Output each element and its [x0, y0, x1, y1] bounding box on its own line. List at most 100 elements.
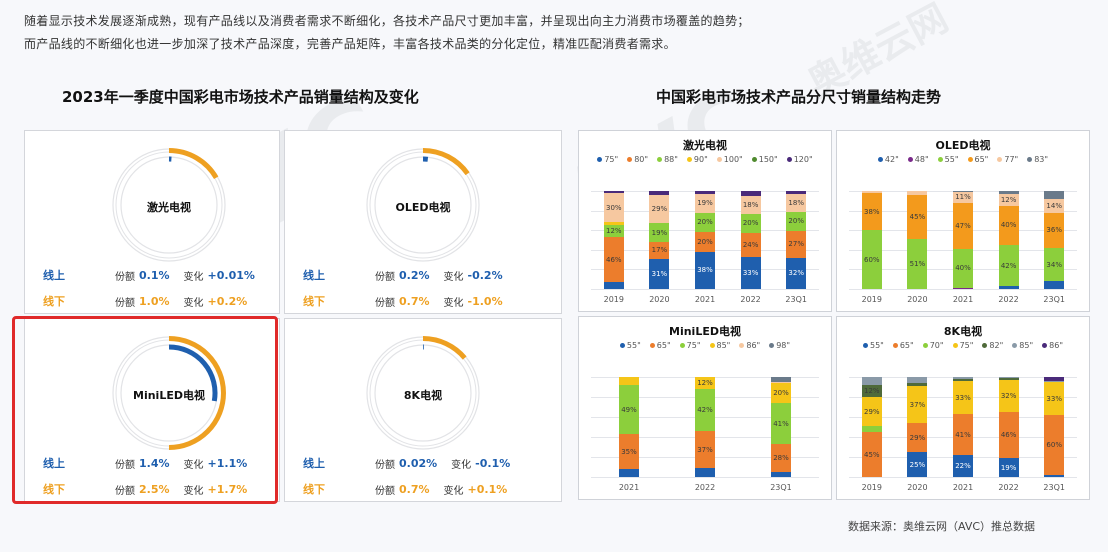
bar-segment: 33%	[953, 381, 973, 414]
legend-dot-icon	[952, 343, 958, 348]
legend-dot-icon	[1027, 157, 1033, 162]
donut-center-label: OLED电视	[395, 201, 451, 214]
bar-segment	[907, 191, 928, 195]
share-label: 份额	[375, 271, 395, 283]
offline-label: 线下	[303, 295, 325, 308]
legend-item: 55"	[619, 341, 641, 350]
bar-segment: 51%	[907, 239, 928, 289]
donut-chart	[112, 336, 226, 450]
legend-label: 65"	[974, 155, 989, 164]
legend-item: 77"	[997, 155, 1018, 164]
data-source: 数据来源：奥维云网（AVC）推总数据	[848, 520, 1036, 533]
offline-label: 线下	[43, 295, 65, 308]
bar-segment	[1044, 377, 1065, 381]
bar-segment	[953, 191, 973, 192]
x-axis-label: 2021	[952, 483, 974, 492]
change-label: 变化	[183, 459, 204, 471]
legend-label: 90"	[693, 155, 708, 164]
legend-dot-icon	[657, 157, 663, 162]
stacked-bar: 25% 29% 37%	[907, 377, 928, 477]
legend-item: 65"	[967, 155, 989, 164]
x-axis-label: 2022	[998, 483, 1019, 492]
stacked-bar: 31% 17% 19% 29%	[649, 191, 670, 289]
share-label: 份额	[375, 297, 395, 309]
legend-item: 55"	[862, 341, 884, 350]
bar-segment	[603, 222, 624, 226]
intro-text: 随着显示技术发展逐渐成熟，现有产品线以及消费者需求不断细化，各技术产品尺寸更加丰…	[24, 10, 750, 56]
offline-label: 线下	[303, 483, 325, 496]
gridline	[849, 289, 1077, 290]
bar-segment: 33%	[740, 256, 761, 289]
legend-dot-icon	[619, 343, 625, 348]
bar-segment	[998, 378, 1019, 380]
legend-dot-icon	[997, 157, 1003, 162]
offline-row: 线下 份额 0.7% 变化 -1.0%	[303, 293, 517, 309]
legend-label: 86"	[746, 341, 761, 350]
stacked-bar: 37% 42% 12%	[695, 377, 715, 477]
stacked-bar: 46% 12% 30%	[603, 190, 624, 289]
legend-dot-icon	[967, 157, 973, 162]
share-label: 份额	[375, 485, 395, 497]
change-label: 变化	[183, 271, 204, 283]
bar-segment	[786, 191, 807, 194]
online-share: 0.2%	[399, 268, 430, 282]
x-axis-label: 23Q1	[1043, 483, 1065, 492]
share-label: 份额	[375, 459, 395, 471]
legend-item: 75"	[597, 155, 618, 164]
bar-segment: 12%	[861, 385, 882, 397]
bar-segment	[649, 191, 670, 195]
legend-label: 55"	[944, 155, 959, 164]
legend-item: 88"	[657, 155, 678, 164]
stacked-bar: 60% 38%	[861, 191, 882, 289]
offline-share: 1.0%	[139, 294, 170, 308]
highlight-box	[12, 316, 278, 504]
online-share: 0.02%	[399, 456, 438, 470]
bar-segment	[907, 383, 928, 386]
bar-segment: 31%	[649, 258, 670, 289]
legend-item: 150"	[751, 155, 778, 164]
x-axis-label: 2022	[694, 483, 716, 492]
chart-title: MiniLED电视	[669, 325, 741, 338]
plot-area: 35% 49% 2021 37% 42% 12% 2022 28% 41% 20% 23Q1	[591, 377, 819, 492]
stacked-bar: 38% 20% 20% 19%	[695, 191, 715, 289]
legend-label: 85"	[1019, 341, 1034, 350]
legend-label: 65"	[899, 341, 914, 350]
x-axis-label: 2021	[694, 295, 716, 304]
bar-segment: 28%	[771, 444, 791, 472]
gridline	[591, 477, 819, 478]
online-row: 线上 份额 1.4% 变化 +1.1%	[43, 455, 261, 471]
legend-label: 150"	[758, 155, 778, 164]
legend-dot-icon	[769, 343, 775, 348]
bar-segment	[861, 426, 882, 432]
chart-legend: 55" 65" 70" 75" 82" 85" 86"	[837, 341, 1089, 350]
x-axis-label: 2021	[618, 483, 640, 492]
bar-segment: 46%	[998, 412, 1019, 458]
legend-label: 100"	[723, 155, 743, 164]
offline-change: +0.2%	[207, 294, 248, 308]
bar-segment	[603, 282, 624, 289]
bar-segment: 29%	[907, 423, 928, 452]
legend-item: 48"	[907, 155, 929, 164]
plot-area: 46% 12% 30% 2019 31% 17% 19% 29% 2020 38% 20% 20% 19…	[591, 190, 819, 304]
bar-segment: 17%	[649, 241, 670, 259]
x-axis-label: 23Q1	[1043, 295, 1065, 304]
bar-segment	[953, 379, 973, 381]
stacked-bar: 32% 27% 20% 18%	[786, 191, 807, 289]
bar-segment: 12%	[603, 225, 624, 238]
online-label: 线上	[43, 457, 65, 470]
bar-segment	[953, 288, 973, 289]
legend-dot-icon	[1012, 343, 1018, 348]
bar-segment: 37%	[907, 386, 928, 423]
bar-segment	[771, 377, 791, 382]
stacked-bar: 34% 36% 14%	[1044, 191, 1065, 289]
bar-segment: 20%	[695, 232, 715, 252]
share-label: 份额	[115, 271, 135, 283]
intro-line-1: 随着显示技术发展逐渐成熟，现有产品线以及消费者需求不断细化，各技术产品尺寸更加丰…	[24, 14, 750, 28]
gridline	[591, 289, 819, 290]
bar-segment	[695, 468, 715, 477]
offline-label: 线下	[43, 483, 65, 496]
legend-item: 98"	[769, 341, 790, 350]
x-axis-label: 2019	[861, 295, 882, 304]
bar-segment	[1044, 281, 1065, 289]
bar-segment	[861, 377, 882, 385]
